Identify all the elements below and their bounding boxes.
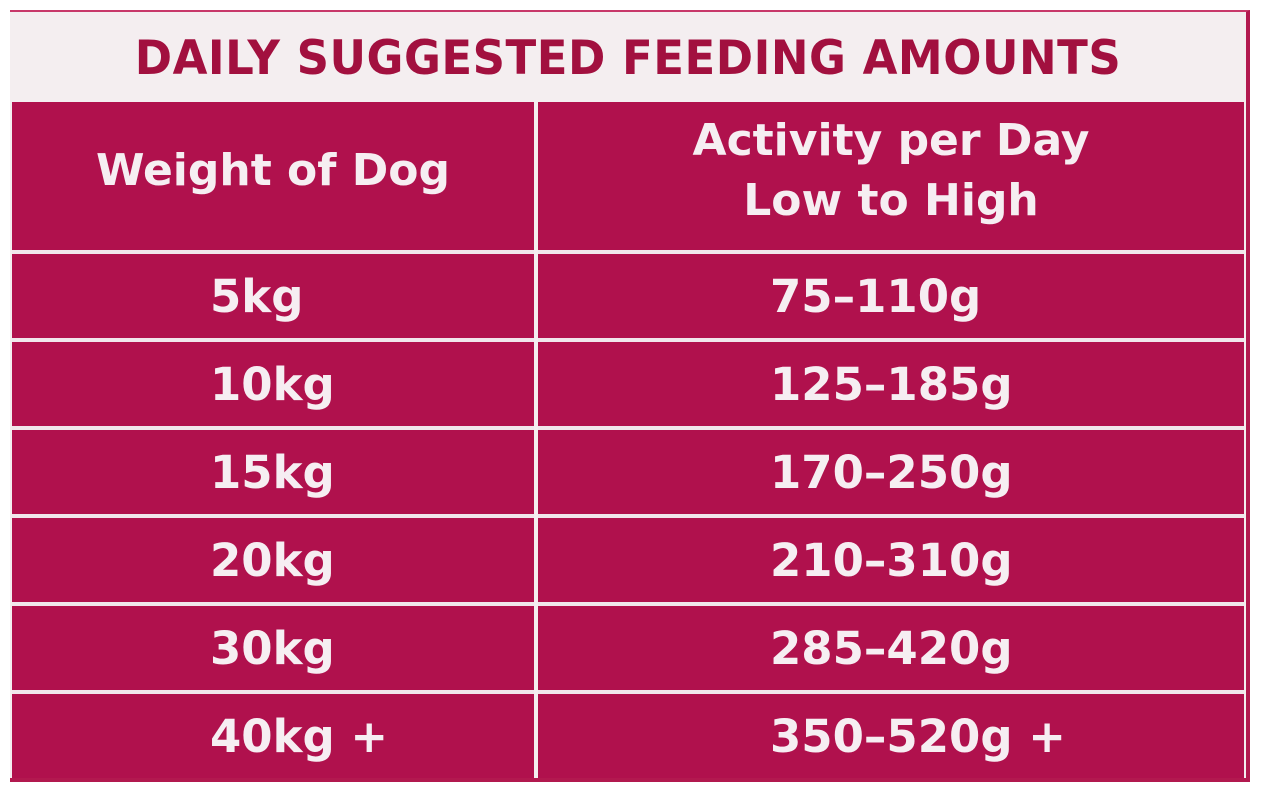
- feeding-guide-card: DAILY SUGGESTED FEEDING AMOUNTS Weight o…: [10, 10, 1250, 782]
- table-cell-weight: 30kg: [12, 606, 534, 694]
- table-cell-weight: 20kg: [12, 518, 534, 606]
- table-cell-weight: 15kg: [12, 430, 534, 518]
- table-cell-amount: 350–520g +: [538, 694, 1244, 778]
- table-cell-amount: 170–250g: [538, 430, 1244, 518]
- table-cell-amount: 125–185g: [538, 342, 1244, 430]
- table-cell-weight: 10kg: [12, 342, 534, 430]
- table-cell-amount: 75–110g: [538, 254, 1244, 342]
- header-activity-line2: Low to High: [743, 175, 1039, 226]
- header-activity: Activity per Day Low to High: [538, 102, 1244, 254]
- header-activity-line1: Activity per Day: [692, 115, 1090, 166]
- header-weight: Weight of Dog: [12, 102, 534, 254]
- table-cell-amount: 285–420g: [538, 606, 1244, 694]
- table-cell-amount: 210–310g: [538, 518, 1244, 606]
- table-cell-weight: 5kg: [12, 254, 534, 342]
- table-title: DAILY SUGGESTED FEEDING AMOUNTS: [134, 29, 1122, 85]
- header-weight-label: Weight of Dog: [96, 145, 450, 196]
- feeding-table: Weight of Dog Activity per Day Low to Hi…: [12, 102, 1244, 778]
- table-cell-weight: 40kg +: [12, 694, 534, 778]
